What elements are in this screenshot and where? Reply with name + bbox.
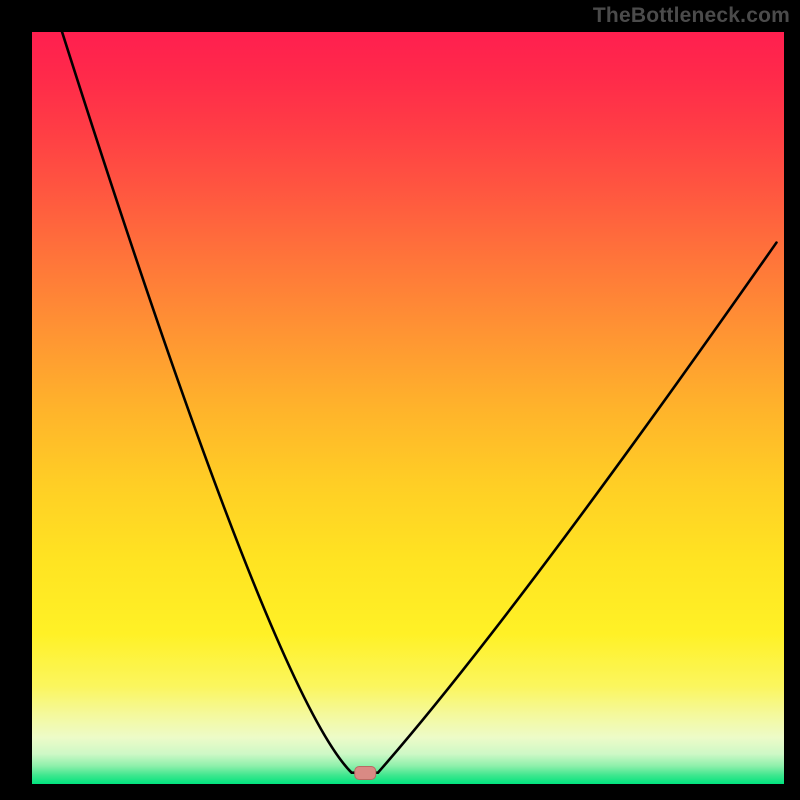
watermark-text: TheBottleneck.com: [593, 4, 790, 28]
bottleneck-curve: [32, 32, 784, 784]
plot-area: [32, 32, 784, 784]
minimum-marker: [354, 766, 376, 780]
figure-root: TheBottleneck.com: [0, 0, 800, 800]
